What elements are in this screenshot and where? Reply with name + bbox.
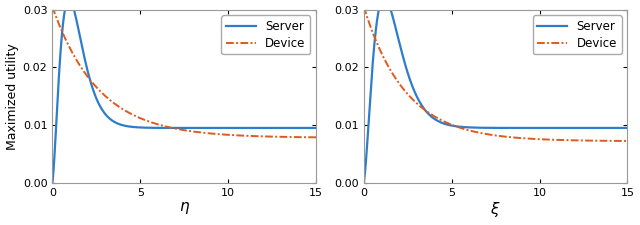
Server <box>312 127 320 129</box>
Legend: Server, Device: Server, Device <box>532 16 621 54</box>
Legend: Server, Device: Server, Device <box>221 16 310 54</box>
Server <box>116 123 124 126</box>
Server <box>131 126 139 128</box>
Device <box>442 121 450 124</box>
Device <box>51 13 59 16</box>
Device <box>427 113 435 116</box>
Device <box>401 89 408 92</box>
Device <box>623 140 631 142</box>
Server <box>360 181 367 184</box>
Device <box>360 5 367 8</box>
Server <box>51 143 59 146</box>
Device <box>131 114 138 117</box>
Server <box>309 127 317 129</box>
Device <box>209 132 216 135</box>
Device <box>90 82 97 85</box>
Device <box>49 5 56 8</box>
Line: Device: Device <box>364 7 627 141</box>
Server <box>621 127 628 129</box>
Server <box>90 90 98 93</box>
Server <box>443 123 451 126</box>
Server <box>520 127 528 129</box>
Device <box>620 140 628 142</box>
Server <box>65 0 73 1</box>
Line: Server: Server <box>52 0 316 183</box>
Device <box>116 106 124 108</box>
Device <box>312 136 320 139</box>
Line: Device: Device <box>52 7 316 137</box>
Server <box>401 63 409 66</box>
Server <box>49 181 56 184</box>
X-axis label: $\eta$: $\eta$ <box>179 200 189 216</box>
Server <box>623 127 631 129</box>
Device <box>308 136 316 139</box>
Device <box>363 14 371 17</box>
Server <box>363 152 371 155</box>
Server <box>209 127 217 129</box>
Device <box>520 137 527 140</box>
Server <box>428 115 435 118</box>
Line: Server: Server <box>364 0 627 183</box>
Y-axis label: Maximized utility: Maximized utility <box>6 43 19 150</box>
X-axis label: $\xi$: $\xi$ <box>490 200 501 219</box>
